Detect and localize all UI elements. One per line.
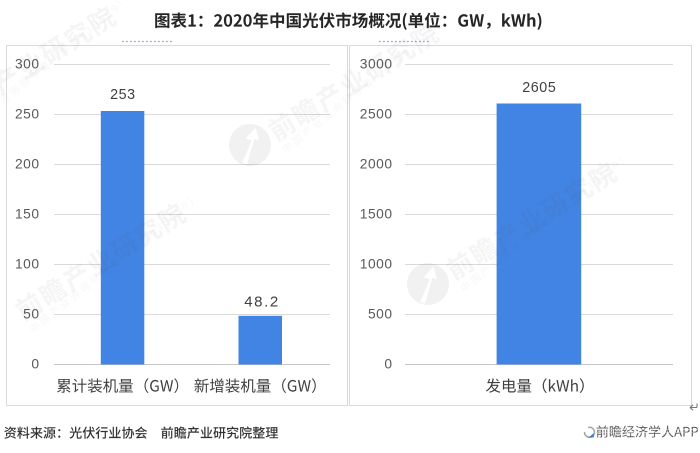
svg-text:300: 300 — [15, 57, 40, 72]
svg-text:2500: 2500 — [360, 107, 393, 122]
svg-text:3000: 3000 — [360, 57, 393, 72]
svg-text:0: 0 — [384, 357, 392, 372]
svg-text:2605: 2605 — [522, 80, 556, 96]
svg-text:0: 0 — [31, 357, 39, 372]
svg-text:2000: 2000 — [360, 157, 393, 172]
svg-text:253: 253 — [110, 87, 136, 103]
svg-text:1000: 1000 — [360, 257, 393, 272]
svg-text:1500: 1500 — [360, 207, 393, 222]
svg-text:50: 50 — [23, 307, 39, 322]
svg-text:100: 100 — [15, 257, 40, 272]
svg-text:48.2: 48.2 — [244, 293, 280, 310]
svg-text:500: 500 — [368, 307, 393, 322]
svg-text:200: 200 — [15, 157, 40, 172]
svg-text:250: 250 — [15, 107, 40, 122]
svg-text:150: 150 — [15, 207, 40, 222]
